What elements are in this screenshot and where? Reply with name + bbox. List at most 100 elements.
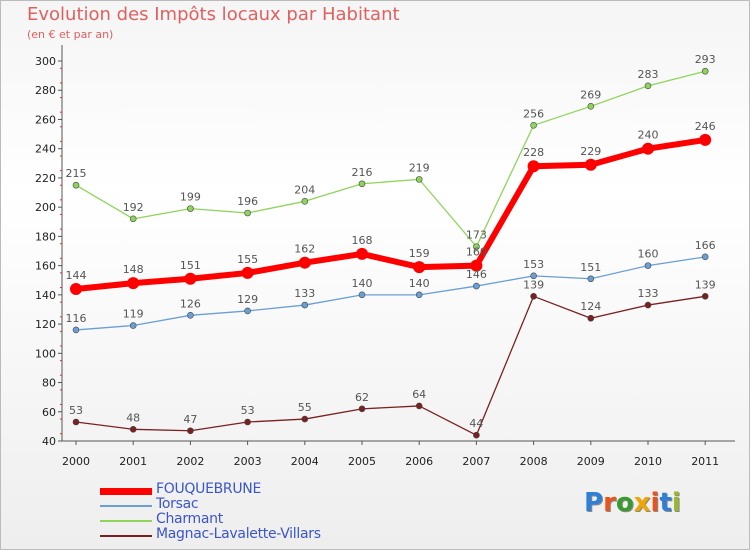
data-label: 129	[237, 293, 258, 306]
data-point	[584, 158, 597, 171]
y-tick-label: 140	[35, 289, 56, 302]
data-point	[642, 142, 654, 155]
data-label: 155	[237, 253, 258, 266]
legend-swatch	[100, 535, 152, 537]
data-point	[530, 293, 537, 300]
series-line	[75, 295, 706, 436]
data-point	[72, 181, 80, 189]
data-label: 140	[409, 277, 430, 290]
y-tick-label: 180	[35, 230, 56, 243]
data-label: 151	[180, 259, 201, 272]
data-label: 168	[352, 234, 373, 247]
data-point	[644, 301, 652, 309]
data-label: 116	[66, 312, 87, 325]
data-label: 55	[298, 401, 312, 414]
chart-subtitle: (en € et par an)	[27, 28, 114, 41]
x-tick-label: 2006	[405, 455, 433, 468]
x-tick-label: 2000	[62, 455, 90, 468]
x-tick-label: 2001	[119, 455, 147, 468]
data-label: 229	[580, 145, 601, 158]
legend-label: Torsac	[156, 496, 199, 512]
series-line	[75, 256, 706, 331]
data-point	[587, 314, 595, 322]
data-point	[187, 312, 194, 319]
legend-swatch	[100, 487, 152, 495]
y-tick-label: 40	[42, 435, 56, 448]
data-point	[587, 275, 595, 283]
data-label: 293	[695, 53, 716, 66]
data-point	[701, 293, 709, 300]
data-label: 48	[126, 411, 140, 424]
data-point	[72, 326, 80, 334]
data-point	[358, 291, 366, 299]
data-label: 133	[294, 287, 315, 300]
data-point	[358, 180, 366, 188]
data-point	[644, 262, 652, 269]
data-point	[244, 418, 251, 426]
data-point	[70, 283, 82, 295]
y-tick-label: 160	[35, 260, 56, 273]
data-label: 153	[523, 258, 544, 271]
data-point	[184, 272, 197, 285]
data-label: 144	[66, 269, 87, 282]
y-tick-label: 300	[35, 55, 56, 68]
data-label: 173	[466, 229, 487, 242]
data-label: 240	[638, 129, 659, 142]
data-label: 64	[412, 388, 426, 401]
data-point	[187, 205, 194, 212]
proxiti-logo: Proxiti	[584, 488, 681, 518]
data-point	[415, 176, 423, 183]
legend-label: Magnac-Lavalette-Villars	[156, 526, 321, 542]
data-point	[473, 431, 480, 439]
data-point	[413, 261, 426, 274]
data-label: 228	[523, 146, 544, 159]
data-label: 246	[695, 120, 716, 133]
data-label: 283	[638, 68, 659, 81]
data-label: 162	[294, 243, 315, 256]
data-label: 166	[695, 239, 716, 252]
data-point	[587, 103, 595, 110]
data-label: 146	[466, 268, 487, 281]
data-point	[356, 247, 368, 260]
data-point	[699, 133, 712, 146]
data-label: 53	[241, 404, 255, 417]
legend-label: FOUQUEBRUNE	[156, 481, 262, 497]
data-point	[127, 277, 140, 290]
data-point	[301, 198, 309, 205]
data-label: 53	[69, 404, 83, 417]
data-label: 216	[352, 166, 373, 179]
y-tick-label: 280	[35, 84, 56, 97]
data-point	[644, 82, 652, 90]
data-label: 215	[66, 167, 87, 180]
data-point	[129, 322, 137, 329]
x-tick-label: 2007	[462, 455, 490, 468]
data-label: 160	[638, 248, 659, 261]
data-label: 126	[180, 297, 201, 310]
data-label: 47	[183, 413, 197, 426]
data-point	[244, 307, 251, 315]
legend-swatch	[100, 505, 152, 507]
data-point	[358, 405, 366, 413]
series-line	[75, 70, 706, 248]
data-point	[129, 215, 137, 223]
data-point	[473, 243, 480, 250]
data-point	[701, 67, 709, 75]
x-tick-label: 2009	[577, 455, 605, 468]
data-point	[470, 259, 483, 272]
data-label: 124	[580, 300, 601, 313]
data-point	[527, 160, 540, 173]
y-tick-label: 120	[35, 318, 56, 331]
data-point	[530, 122, 537, 129]
data-label: 62	[355, 391, 369, 404]
y-tick-label: 100	[35, 347, 56, 360]
data-point	[415, 402, 423, 410]
data-point	[701, 253, 709, 261]
data-point	[301, 415, 309, 423]
data-point	[298, 256, 311, 269]
data-label: 139	[695, 278, 716, 291]
x-tick-label: 2002	[176, 455, 204, 468]
data-point	[473, 282, 480, 290]
data-label: 44	[469, 417, 483, 430]
data-point	[415, 291, 423, 299]
